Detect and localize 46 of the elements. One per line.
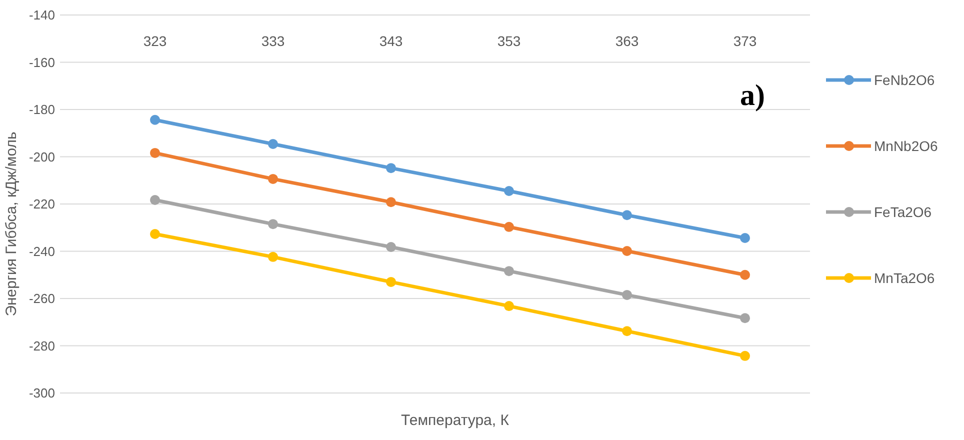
point — [504, 301, 514, 312]
point — [386, 163, 396, 174]
point — [386, 276, 396, 287]
point — [622, 246, 632, 256]
x-tick-label: 363 — [615, 32, 639, 49]
point — [504, 186, 514, 196]
point — [268, 174, 278, 184]
point — [386, 242, 396, 252]
x-tick-label: 343 — [379, 32, 403, 49]
legend-label: MnNb2O6 — [874, 138, 938, 154]
y-tick-label: -240 — [28, 244, 55, 259]
point — [150, 194, 160, 205]
point — [740, 313, 750, 324]
y-tick-label: -220 — [28, 196, 55, 212]
x-tick-label: 333 — [261, 32, 285, 49]
point — [622, 210, 632, 220]
point — [740, 270, 750, 280]
y-tick-label: -140 — [28, 8, 55, 23]
point — [150, 229, 160, 240]
point — [150, 114, 160, 125]
point — [268, 219, 278, 230]
annotation: a) — [740, 79, 765, 112]
point — [622, 290, 632, 300]
x-tick-label: 373 — [733, 32, 757, 49]
y-tick-label: -260 — [28, 291, 55, 306]
y-tick-label: -300 — [28, 386, 55, 401]
point — [268, 138, 278, 149]
x-axis-title: Температура, К — [401, 412, 510, 429]
point — [150, 148, 160, 158]
legend-label: FeTa2O6 — [874, 204, 932, 220]
point — [504, 266, 514, 276]
point — [268, 252, 278, 262]
point — [386, 197, 396, 208]
point — [504, 222, 514, 232]
point — [622, 326, 632, 336]
point — [740, 350, 750, 361]
y-tick-label: -280 — [28, 338, 55, 354]
y-tick-label: -200 — [28, 149, 55, 164]
y-tick-label: -160 — [28, 54, 55, 70]
y-axis-title: Энергия Гиббса, кДж/моль — [3, 132, 20, 316]
point — [740, 233, 750, 244]
x-tick-label: 353 — [497, 32, 521, 49]
x-tick-label: 323 — [143, 32, 167, 49]
y-tick-label: -180 — [28, 102, 55, 118]
legend-label: FeNb2O6 — [874, 72, 935, 88]
legend-label: MnTa2O6 — [874, 270, 935, 286]
